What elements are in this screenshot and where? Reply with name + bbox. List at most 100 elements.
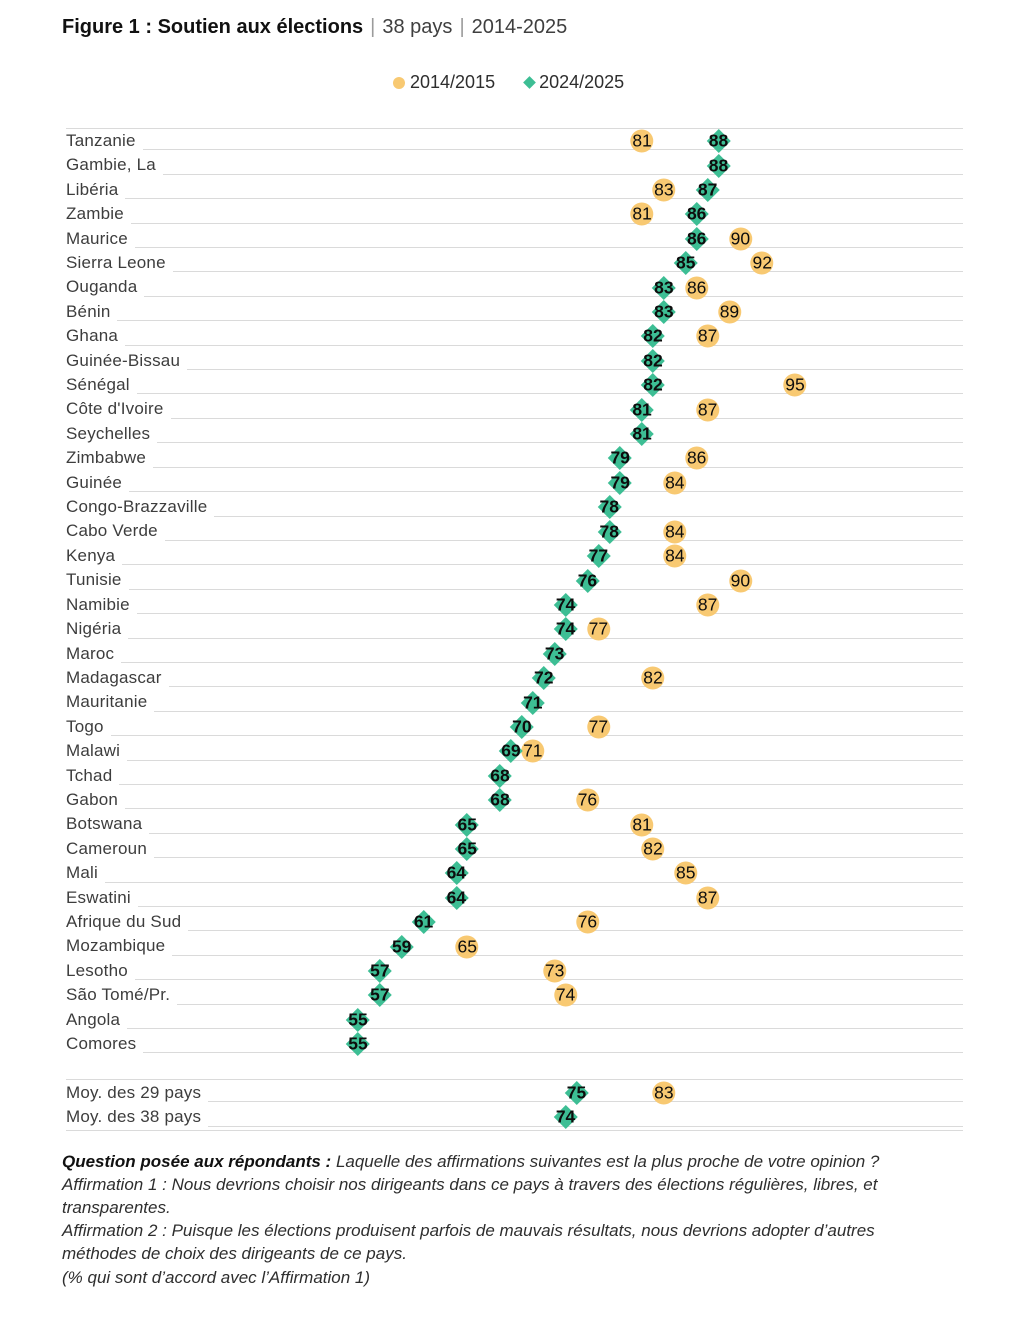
chart-row: Sierra Leone 92 85	[66, 251, 963, 276]
value-label-2024: 81	[632, 399, 652, 420]
row-gridline	[121, 661, 963, 666]
marker-2014: 87	[696, 324, 720, 348]
value-label-2024: 79	[610, 447, 630, 468]
country-label: Congo-Brazzaville	[66, 497, 208, 517]
value-label-2014: 84	[665, 545, 685, 566]
row-gridline	[104, 881, 963, 886]
chart-row: Gambie, La 88	[66, 153, 963, 178]
circle-marker-icon	[393, 76, 405, 89]
country-label: Maurice	[66, 228, 128, 248]
marker-2024: 81	[630, 397, 655, 422]
chart-legend: 2014/2015 2024/2025	[393, 72, 624, 93]
row-gridline	[172, 271, 963, 275]
value-label-2024: 82	[643, 374, 663, 395]
circle-marker-icon	[685, 446, 709, 470]
circle-marker-icon	[728, 569, 752, 593]
row-flex: Maroc	[66, 642, 963, 666]
chart-row: Togo 77 70	[66, 714, 963, 739]
figure-title-years: 2014-2025	[471, 16, 568, 38]
chart-row: Libéria 83 87	[66, 177, 963, 203]
row-flex: Angola	[66, 1008, 963, 1032]
chart-row: Tchad 68	[66, 763, 963, 788]
value-label-2024: 79	[610, 472, 630, 493]
row-gridline	[134, 247, 963, 251]
chart-row: Tanzanie 81 88	[66, 129, 963, 154]
row-flex: Cameroun	[66, 837, 963, 861]
circle-marker-icon	[663, 520, 687, 544]
marker-2024: 79	[608, 470, 633, 495]
value-label-2014: 73	[544, 960, 565, 981]
marker-2014: 82	[641, 666, 665, 690]
row-gridline	[154, 710, 963, 715]
marker-2024: 74	[553, 592, 578, 617]
value-label-2014: 92	[752, 252, 772, 273]
row-flex: Tchad	[66, 764, 963, 788]
chart-row: Malawi 71 69	[66, 739, 963, 764]
marker-2024: 55	[345, 1032, 371, 1057]
marker-2024: 57	[367, 983, 392, 1008]
country-label: Ouganda	[66, 277, 138, 297]
row-gridline	[125, 344, 963, 349]
row-gridline	[214, 515, 963, 520]
value-label-2014: 74	[555, 984, 576, 1005]
marker-2014: 84	[663, 520, 687, 544]
row-gridline	[208, 1125, 963, 1130]
value-label-2024: 86	[686, 203, 707, 224]
question-footnote: Question posée aux répondants : Laquelle…	[62, 1150, 914, 1289]
row-flex: Moy. des 38 pays	[66, 1105, 963, 1130]
value-label-2024: 88	[708, 155, 729, 176]
row-flex: Libéria	[66, 178, 963, 202]
row-flex: São Tomé/Pr.	[66, 983, 963, 1007]
chart-row: Ouganda 86 83	[66, 275, 963, 300]
row-flex: Comores	[66, 1032, 963, 1056]
row-gridline	[153, 466, 963, 471]
country-label: Mauritanie	[66, 692, 148, 712]
diamond-marker-icon	[523, 76, 536, 89]
circle-marker-icon	[554, 983, 578, 1007]
country-label: Bénin	[66, 301, 111, 321]
circle-marker-icon	[663, 544, 687, 568]
marker-2024: 55	[345, 1007, 371, 1032]
row-gridline	[136, 613, 963, 617]
row-flex: Mozambique	[66, 934, 963, 958]
value-label-2014: 86	[686, 447, 707, 468]
value-label-2014: 76	[577, 911, 598, 932]
marker-2024: 85	[673, 251, 698, 276]
country-label: Lesotho	[66, 960, 128, 980]
title-separator-1: |	[370, 16, 376, 38]
figure-title-bold: Figure 1 : Soutien aux élections	[62, 16, 364, 38]
row-gridline	[137, 906, 963, 910]
value-label-2014: 87	[697, 325, 718, 346]
row-gridline	[127, 1028, 963, 1032]
value-label-2024: 59	[391, 936, 412, 957]
value-label-2014: 90	[730, 228, 751, 249]
row-gridline	[162, 173, 963, 178]
value-label-2024: 73	[544, 643, 565, 664]
row-gridline	[153, 857, 963, 861]
row-flex: Guinée-Bissau	[66, 349, 963, 373]
value-label-2024: 70	[512, 716, 532, 737]
country-label: Libéria	[66, 179, 119, 199]
chart-spacer	[66, 1056, 963, 1079]
marker-2014: 86	[685, 446, 709, 470]
marker-2024: 72	[531, 666, 556, 691]
row-flex: Côte d'Ivoire	[66, 397, 963, 421]
chart-row: Guinée-Bissau 82	[66, 348, 963, 373]
country-label: Tunisie	[66, 570, 122, 590]
circle-marker-icon	[717, 300, 741, 324]
marker-2014: 71	[521, 739, 545, 763]
row-flex: Namibie	[66, 593, 963, 617]
legend-label-2014: 2014/2015	[410, 72, 496, 92]
country-label: Mali	[66, 863, 98, 883]
value-label-2024: 77	[588, 545, 609, 566]
chart-row: Afrique du Sud 76 61	[66, 910, 963, 935]
row-flex: Kenya	[66, 544, 963, 568]
marker-2014: 73	[543, 959, 567, 983]
country-label: Namibie	[66, 594, 130, 614]
value-label-2024: 74	[555, 618, 576, 639]
marker-2024: 64	[444, 885, 469, 910]
marker-2014: 87	[696, 398, 720, 422]
value-label-2024: 75	[566, 1082, 587, 1103]
row-gridline	[164, 539, 963, 544]
chart-row: Maurice 90 86	[66, 226, 963, 251]
